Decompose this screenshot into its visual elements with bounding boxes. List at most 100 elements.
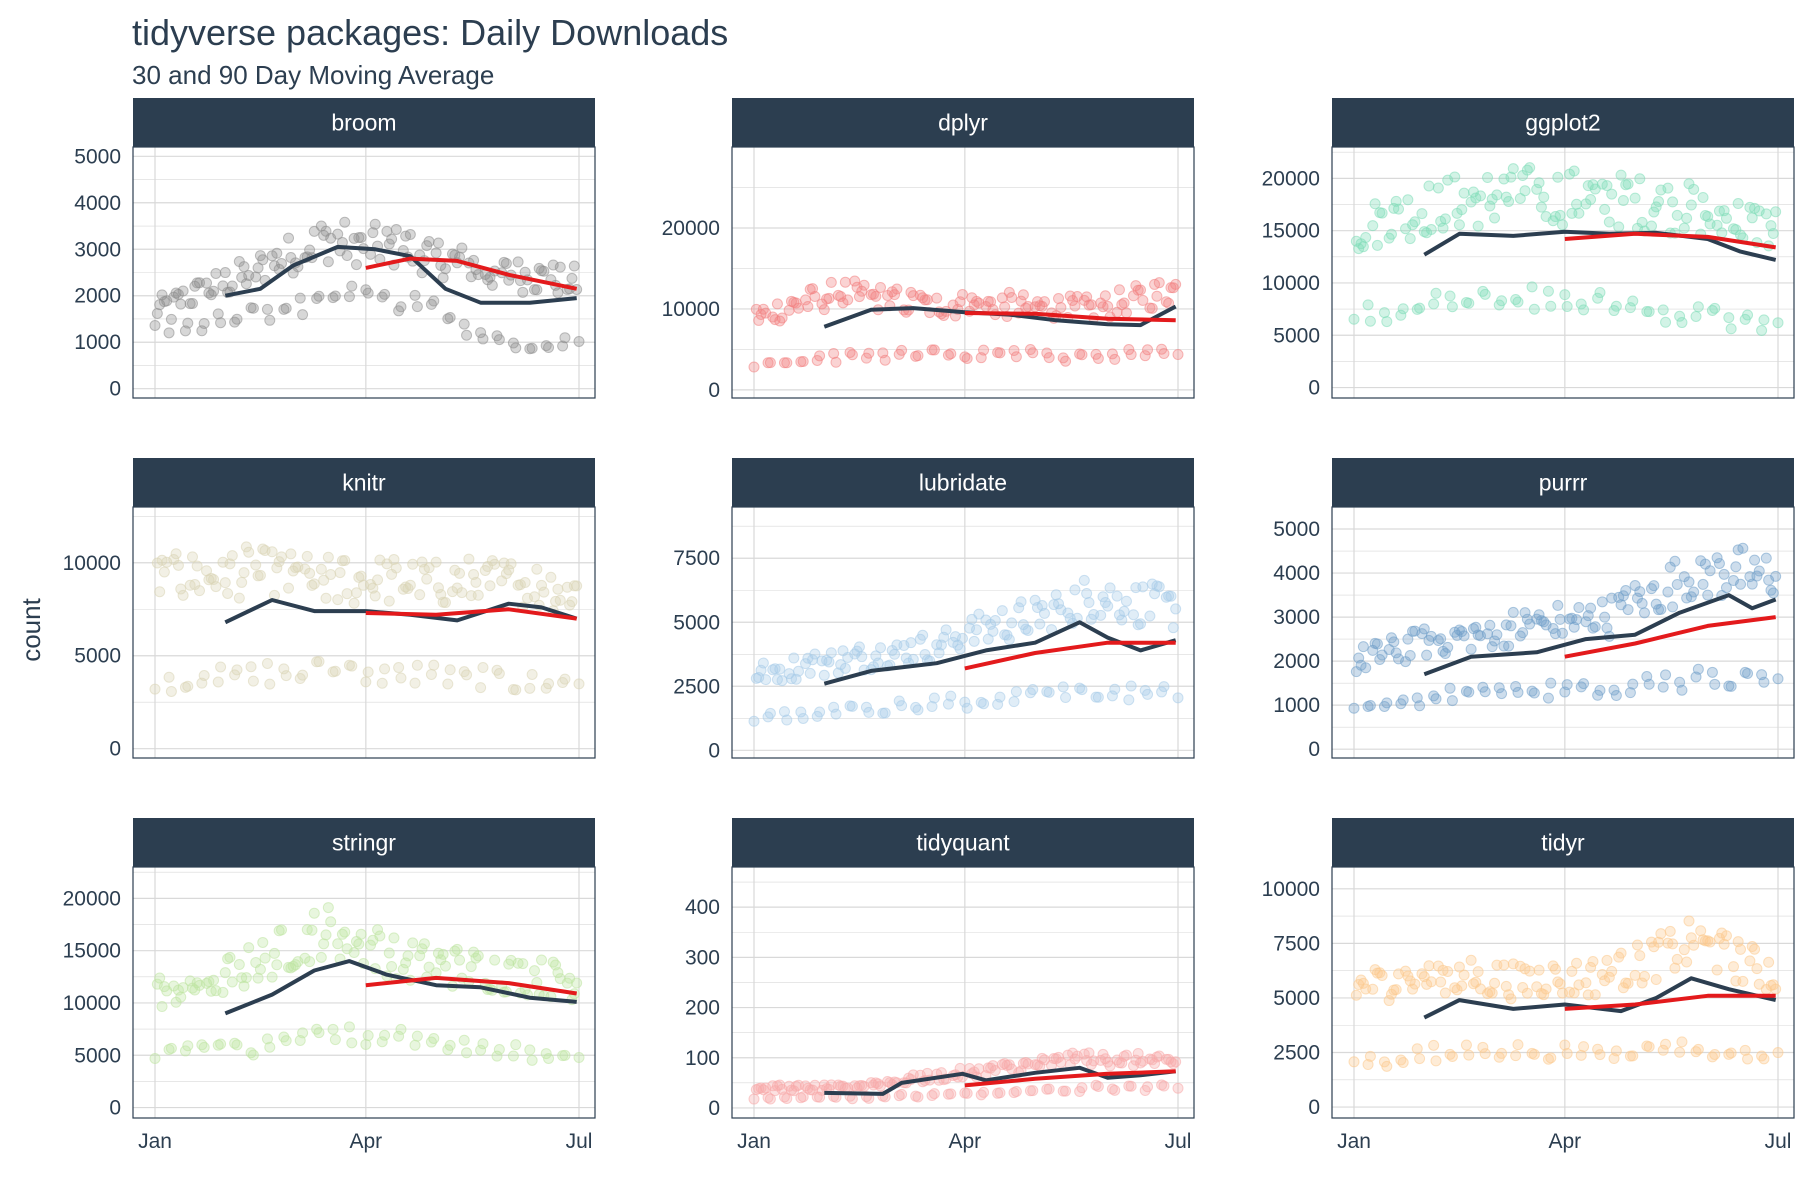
data-point <box>1585 194 1597 206</box>
data-point <box>978 1086 990 1098</box>
data-point <box>1610 1045 1622 1057</box>
data-point <box>397 963 409 975</box>
data-point <box>1657 1044 1669 1056</box>
data-point <box>781 1093 793 1105</box>
ma90-line-ggplot2 <box>1564 231 1777 250</box>
panel-stringr: stringr 0 5000 10000 15000 20000 Jan Apr Jul <box>63 818 596 1153</box>
data-point <box>764 1093 776 1105</box>
ma30-line-broom <box>224 244 577 305</box>
data-point <box>1578 678 1590 690</box>
data-point <box>149 1052 161 1064</box>
data-point <box>1027 1085 1039 1097</box>
data-point <box>1559 289 1571 301</box>
data-point <box>414 950 426 962</box>
data-point <box>1655 603 1667 615</box>
data-point <box>1697 191 1709 203</box>
data-point <box>186 297 198 309</box>
data-point <box>1662 586 1674 598</box>
data-point <box>503 564 515 576</box>
data-point <box>318 938 330 950</box>
data-point <box>339 926 351 938</box>
y-tick-label: 7500 <box>673 547 720 570</box>
data-point <box>1038 607 1050 619</box>
data-point <box>545 571 557 583</box>
data-point <box>512 256 524 268</box>
data-point <box>863 706 875 718</box>
data-point <box>1013 602 1025 614</box>
data-point <box>552 583 564 595</box>
data-point <box>266 971 278 983</box>
data-point <box>407 558 419 570</box>
data-point <box>526 1054 538 1066</box>
data-point <box>1388 636 1400 648</box>
data-point <box>1653 196 1665 208</box>
data-point <box>1505 171 1517 183</box>
data-point <box>1571 957 1583 969</box>
data-point <box>1102 600 1114 612</box>
data-point <box>1615 947 1627 959</box>
data-point <box>329 665 341 677</box>
data-point <box>182 1040 194 1052</box>
data-point <box>978 698 990 710</box>
data-point <box>1636 977 1648 989</box>
data-point <box>493 1044 505 1056</box>
data-point <box>856 651 868 663</box>
data-point <box>172 559 184 571</box>
data-point <box>1521 987 1533 999</box>
data-point <box>432 582 444 594</box>
data-point <box>1364 1050 1376 1062</box>
data-point <box>1688 183 1700 195</box>
data-point <box>329 290 341 302</box>
data-point <box>823 656 835 668</box>
data-point <box>1006 617 1018 629</box>
y-tick-label: 0 <box>1308 1096 1320 1119</box>
data-point <box>764 707 776 719</box>
data-point <box>320 929 332 941</box>
data-point <box>1043 1083 1055 1095</box>
data-point <box>1156 686 1168 698</box>
data-point <box>271 247 283 259</box>
data-point <box>484 580 496 592</box>
data-point <box>182 317 194 329</box>
data-point <box>163 327 175 339</box>
data-point <box>1535 201 1547 213</box>
data-point <box>1627 1050 1639 1062</box>
data-point <box>1660 669 1672 681</box>
data-point <box>1643 1041 1655 1053</box>
data-point <box>372 574 384 586</box>
data-point <box>1760 208 1772 220</box>
data-point <box>1554 209 1566 221</box>
data-point <box>879 707 891 719</box>
data-point <box>1472 220 1484 232</box>
x-tick-label: Apr <box>349 1130 382 1153</box>
data-point <box>1592 292 1604 304</box>
data-point <box>971 624 983 636</box>
y-tick-label: 20000 <box>1262 167 1320 190</box>
data-point <box>463 553 475 565</box>
data-point <box>1519 185 1531 197</box>
ma90-line-tidyr <box>1564 993 1776 1011</box>
data-point <box>543 1052 555 1064</box>
data-point <box>1585 602 1597 614</box>
data-point <box>1060 1085 1072 1097</box>
data-point <box>175 991 187 1003</box>
y-tick-label: 20000 <box>63 887 121 910</box>
data-point <box>1552 599 1564 611</box>
data-point <box>1120 307 1132 319</box>
data-point <box>1723 312 1735 324</box>
data-point <box>543 342 555 354</box>
y-tick-label: 5000 <box>1273 987 1320 1010</box>
data-point <box>1599 203 1611 215</box>
data-point <box>1608 684 1620 696</box>
data-point <box>1545 1052 1557 1064</box>
data-point <box>1083 1047 1095 1059</box>
data-point <box>348 597 360 609</box>
data-point <box>1477 1041 1489 1053</box>
data-point <box>1718 568 1730 580</box>
data-point <box>1158 1080 1170 1092</box>
data-point <box>1362 299 1374 311</box>
data-point <box>343 291 355 303</box>
data-point <box>1725 1047 1737 1059</box>
data-point <box>1718 938 1730 950</box>
data-point <box>1456 980 1468 992</box>
